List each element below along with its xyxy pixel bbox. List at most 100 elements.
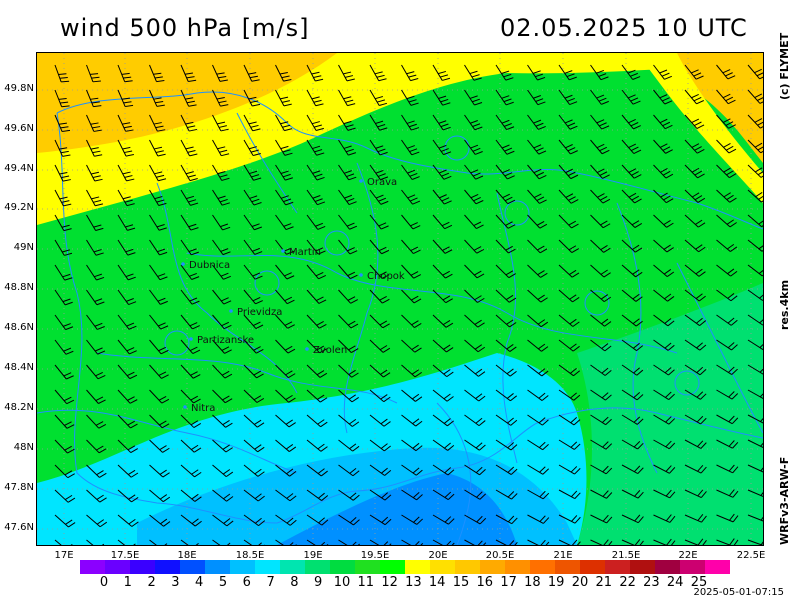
lat-label: 49.4N xyxy=(4,163,34,174)
colorbar-swatch xyxy=(455,560,480,574)
colorbar-label: 16 xyxy=(476,575,494,590)
wind-map: Orava Dubnica Martin Chopok Prievidza Partiza… xyxy=(36,52,764,546)
colorbar-label: 4 xyxy=(195,575,204,590)
colorbar-swatch xyxy=(205,560,230,574)
city-label: Nitra xyxy=(191,403,215,414)
colorbar-label: 3 xyxy=(171,575,180,590)
lon-label: 18.5E xyxy=(235,550,265,561)
lat-label: 48.8N xyxy=(4,282,34,293)
colorbar-label: 12 xyxy=(381,575,398,590)
colorbar-swatch xyxy=(630,560,655,574)
lat-label: 49.6N xyxy=(4,123,34,134)
colorbar-label: 11 xyxy=(357,575,375,590)
lat-label: 47.6N xyxy=(4,522,34,533)
forecast-datetime: 02.05.2025 10 UTC xyxy=(500,14,748,42)
colorbar-swatch xyxy=(380,560,405,574)
lon-label: 17.5E xyxy=(110,550,140,561)
field-lightgreen-east xyxy=(577,283,763,545)
lat-label: 48.2N xyxy=(4,402,34,413)
colorbar-swatch xyxy=(580,560,605,574)
colorbar-swatch xyxy=(80,560,105,574)
colorbar-label: 13 xyxy=(405,575,422,590)
colorbar-swatch xyxy=(530,560,555,574)
city-label: Partizanske xyxy=(197,335,254,346)
lon-label: 22.5E xyxy=(736,550,766,561)
city-label: Prievidza xyxy=(237,307,282,318)
lat-label: 48.6N xyxy=(4,322,34,333)
city-label: Martin xyxy=(289,247,321,258)
colorbar-label: 24 xyxy=(666,575,684,590)
colorbar-label: 23 xyxy=(643,575,660,590)
colorbar-label: 20 xyxy=(571,575,589,590)
lon-label: 21.5E xyxy=(611,550,641,561)
colorbar-label: 5 xyxy=(218,575,228,590)
city-label: Orava xyxy=(367,177,397,188)
colorbar-swatch xyxy=(230,560,255,574)
region-borders xyxy=(37,91,763,545)
colorbar-label: 25 xyxy=(690,575,708,590)
colorbar-swatch xyxy=(680,560,705,574)
lon-label: 20.5E xyxy=(485,550,515,561)
colorbar-swatch xyxy=(280,560,305,574)
colorbar-label: 9 xyxy=(314,575,323,590)
lon-label: 19.5E xyxy=(360,550,390,561)
lat-label: 49.2N xyxy=(4,202,34,213)
colorbar-swatch xyxy=(155,560,180,574)
colorbar-swatch xyxy=(330,560,355,574)
colorbar-swatch xyxy=(180,560,205,574)
colorbar-label: 6 xyxy=(242,575,251,590)
lon-label: 21E xyxy=(553,550,573,561)
lat-label: 49N xyxy=(13,242,34,253)
wind-barbs xyxy=(54,64,763,545)
colorbar-swatch xyxy=(255,560,280,574)
lon-label: 22E xyxy=(678,550,698,561)
colorbar-swatch xyxy=(605,560,630,574)
credit-label: (c) FLYMET xyxy=(778,32,791,100)
field-yellow-east xyxy=(637,53,763,203)
colorbar-swatch xyxy=(405,560,430,574)
model-label: WRFv3-ARW-F xyxy=(778,456,791,545)
lon-label: 17E xyxy=(54,550,74,561)
colorbar-swatch xyxy=(480,560,505,574)
colorbar-swatch xyxy=(655,560,680,574)
colorbar-label: 10 xyxy=(333,575,351,590)
colorbar-label: 14 xyxy=(428,575,446,590)
colorbar-swatch xyxy=(430,560,455,574)
colorbar-label: 22 xyxy=(619,575,636,590)
colorbar-label: 0 xyxy=(99,575,109,590)
colorbar-label: 8 xyxy=(290,575,299,590)
city-label: Zvolen xyxy=(313,345,347,356)
colorbar-swatch xyxy=(355,560,380,574)
colorbar-label: 21 xyxy=(595,575,613,590)
colorbar xyxy=(80,560,730,574)
city-label: Chopok xyxy=(367,271,405,282)
lat-label: 48N xyxy=(13,442,34,453)
colorbar-label: 15 xyxy=(452,575,470,590)
lon-label: 19E xyxy=(303,550,323,561)
colorbar-swatch xyxy=(555,560,580,574)
colorbar-label: 7 xyxy=(266,575,275,590)
colorbar-label: 17 xyxy=(500,575,517,590)
colorbar-label: 2 xyxy=(147,575,156,590)
graticule xyxy=(37,53,763,545)
colorbar-label: 18 xyxy=(524,575,541,590)
colorbar-swatch xyxy=(105,560,130,574)
field-blue xyxy=(277,473,517,545)
field-orange-east xyxy=(677,53,763,163)
lat-label: 49.8N xyxy=(4,83,34,94)
colorbar-swatch xyxy=(305,560,330,574)
lat-label: 47.8N xyxy=(4,482,34,493)
colorbar-swatch xyxy=(705,560,730,574)
colorbar-label: 19 xyxy=(547,575,565,590)
resolution-label: res.4km xyxy=(778,279,791,330)
lon-label: 20E xyxy=(428,550,448,561)
colorbar-swatch xyxy=(130,560,155,574)
city-labels: Orava Dubnica Martin Chopok Prievidza Partiza… xyxy=(181,177,405,414)
map-title: wind 500 hPa [m/s] xyxy=(60,14,310,42)
colorbar-label: 1 xyxy=(123,575,132,590)
colorbar-swatch xyxy=(505,560,530,574)
lon-label: 18E xyxy=(177,550,197,561)
lat-label: 48.4N xyxy=(4,362,34,373)
city-label: Dubnica xyxy=(189,260,230,271)
run-timestamp: 2025-05-01-07:15 xyxy=(693,587,784,598)
